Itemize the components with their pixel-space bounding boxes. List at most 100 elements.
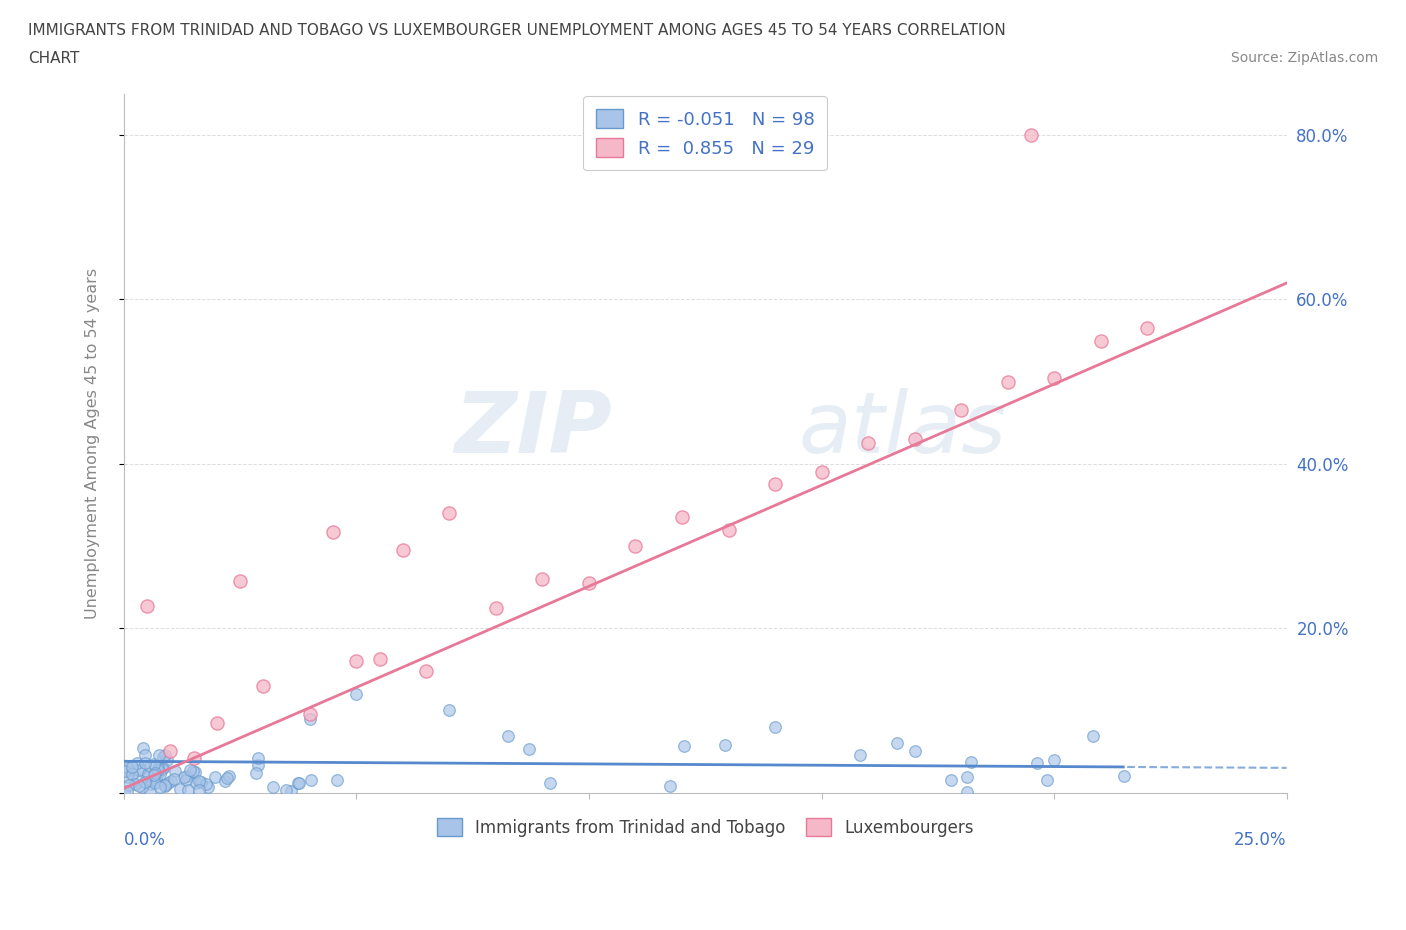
Point (114, 764, 136, 779)
Point (288, 776, 311, 790)
Point (810, 465, 832, 480)
Point (671, 510, 693, 525)
Point (177, 782, 200, 797)
Point (173, 769, 195, 784)
Y-axis label: Unemployment Among Ages 45 to 54 years: Unemployment Among Ages 45 to 54 years (86, 268, 100, 618)
Point (763, 719, 786, 734)
Point (128, 763, 150, 777)
Point (856, 436, 879, 451)
Point (183, 751, 205, 765)
Point (517, 742, 540, 757)
Point (160, 774, 183, 789)
Text: IMMIGRANTS FROM TRINIDAD AND TOBAGO VS LUXEMBOURGER UNEMPLOYMENT AMONG AGES 45 T: IMMIGRANTS FROM TRINIDAD AND TOBAGO VS L… (28, 23, 1005, 38)
Point (849, 748, 872, 763)
Point (368, 652, 391, 667)
Point (148, 748, 170, 763)
Point (152, 750, 174, 764)
Point (150, 762, 173, 777)
Text: ZIP: ZIP (454, 388, 612, 471)
Point (184, 764, 207, 779)
Text: CHART: CHART (28, 51, 80, 66)
Point (538, 775, 561, 790)
Point (176, 769, 198, 784)
Point (149, 779, 172, 794)
Point (1083, 729, 1105, 744)
Point (138, 759, 160, 774)
Text: atlas: atlas (799, 388, 1007, 471)
Point (1112, 768, 1135, 783)
Point (246, 751, 269, 766)
Point (181, 764, 204, 779)
Point (179, 763, 201, 777)
Point (117, 764, 139, 778)
Point (1136, 321, 1159, 336)
Point (578, 576, 600, 591)
Point (1036, 772, 1059, 787)
Point (287, 776, 309, 790)
Point (139, 784, 162, 799)
Point (215, 771, 238, 786)
Point (262, 779, 284, 794)
Point (125, 755, 148, 770)
Point (346, 654, 368, 669)
Point (205, 715, 228, 730)
Point (1043, 370, 1066, 385)
Point (155, 779, 177, 794)
Point (139, 777, 162, 791)
Point (298, 711, 321, 726)
Point (903, 432, 925, 446)
Point (121, 760, 143, 775)
Point (322, 525, 344, 539)
Point (155, 777, 177, 792)
Point (194, 777, 217, 791)
Point (190, 775, 212, 790)
Point (245, 765, 267, 780)
Point (717, 522, 740, 537)
Point (169, 782, 191, 797)
Point (136, 598, 159, 613)
Point (439, 703, 461, 718)
Point (1019, 127, 1042, 142)
Point (886, 736, 908, 751)
Point (672, 738, 695, 753)
Point (1090, 333, 1112, 348)
Point (148, 763, 170, 777)
Point (280, 784, 302, 799)
Point (956, 785, 979, 800)
Point (392, 543, 415, 558)
Point (142, 767, 165, 782)
Point (939, 772, 962, 787)
Legend: Immigrants from Trinidad and Tobago, Luxembourgers: Immigrants from Trinidad and Tobago, Lux… (430, 812, 980, 844)
Point (531, 571, 554, 586)
Point (274, 782, 297, 797)
Point (174, 772, 197, 787)
Point (188, 782, 211, 797)
Point (157, 776, 180, 790)
Point (134, 755, 156, 770)
Point (128, 778, 150, 793)
Text: 0.0%: 0.0% (124, 830, 166, 849)
Point (134, 775, 156, 790)
Point (299, 772, 322, 787)
Point (118, 777, 141, 792)
Point (415, 664, 437, 679)
Point (163, 772, 186, 787)
Point (496, 728, 519, 743)
Point (252, 678, 274, 693)
Point (950, 403, 973, 418)
Point (131, 779, 153, 794)
Point (155, 748, 177, 763)
Point (136, 767, 159, 782)
Point (1043, 752, 1066, 767)
Point (149, 766, 172, 781)
Point (117, 769, 139, 784)
Point (346, 686, 368, 701)
Point (959, 754, 981, 769)
Text: 25.0%: 25.0% (1234, 830, 1286, 849)
Point (624, 538, 647, 553)
Point (143, 766, 166, 781)
Point (485, 600, 508, 615)
Point (134, 747, 156, 762)
Point (1026, 755, 1049, 770)
Point (148, 765, 170, 780)
